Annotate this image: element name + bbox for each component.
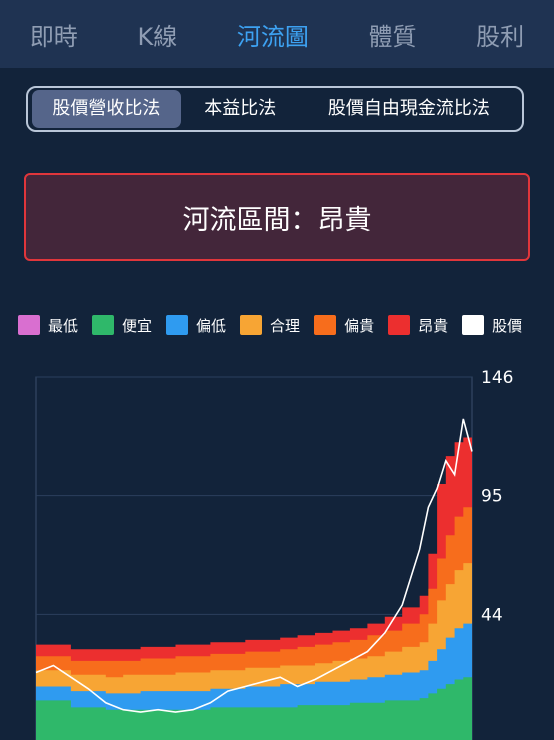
- river-chart: 44 95 146: [35, 368, 513, 740]
- river-status-label: 河流區間：昂貴: [182, 204, 372, 236]
- top-navigation: 即時 K線 河流圖 體質 股利: [0, 0, 554, 68]
- tab-river-chart[interactable]: 河流圖: [236, 22, 309, 51]
- legend-item-lowest: 最低: [18, 315, 78, 336]
- legend-swatch: [388, 315, 411, 335]
- price-line: [35, 418, 473, 713]
- legend-swatch: [240, 315, 263, 335]
- legend-label: 股價: [492, 316, 523, 335]
- legend-label: 合理: [270, 316, 301, 335]
- legend-item-expensive: 昂貴: [388, 315, 448, 336]
- legend-swatch: [314, 315, 337, 335]
- method-segmented-control: 股價營收比法 本益比法 股價自由現金流比法: [26, 86, 524, 132]
- method-pe-ratio[interactable]: 本益比法: [204, 98, 277, 119]
- legend-item-cheap: 便宜: [92, 315, 152, 336]
- legend-label: 昂貴: [418, 316, 449, 335]
- y-tick-label: 44: [481, 605, 503, 625]
- legend-item-high: 偏貴: [314, 315, 374, 336]
- legend-swatch: [18, 315, 40, 335]
- legend-swatch: [462, 315, 485, 335]
- legend-item-low: 偏低: [166, 315, 226, 336]
- legend-swatch: [166, 315, 189, 335]
- legend-label: 最低: [48, 316, 79, 335]
- legend-item-fair: 合理: [240, 315, 300, 336]
- legend-swatch: [92, 315, 115, 335]
- y-tick-label: 95: [481, 487, 503, 507]
- method-price-to-fcf[interactable]: 股價自由現金流比法: [327, 98, 490, 119]
- y-tick-label: 146: [481, 368, 513, 388]
- method-price-to-revenue[interactable]: 股價營收比法: [32, 90, 181, 128]
- legend-label: 便宜: [122, 316, 153, 335]
- river-status-banner: 河流區間：昂貴: [24, 173, 530, 261]
- legend-label: 偏低: [196, 316, 227, 335]
- tab-fundamentals[interactable]: 體質: [368, 22, 417, 51]
- tab-realtime[interactable]: 即時: [29, 22, 78, 51]
- band-0: [36, 674, 472, 740]
- tab-dividend[interactable]: 股利: [476, 22, 525, 51]
- legend-label: 偏貴: [344, 316, 375, 335]
- tab-kline[interactable]: K線: [137, 22, 178, 51]
- chart-legend: 最低 便宜 偏低 合理 偏貴 昂貴 股價: [18, 313, 548, 337]
- legend-item-price: 股價: [462, 315, 522, 336]
